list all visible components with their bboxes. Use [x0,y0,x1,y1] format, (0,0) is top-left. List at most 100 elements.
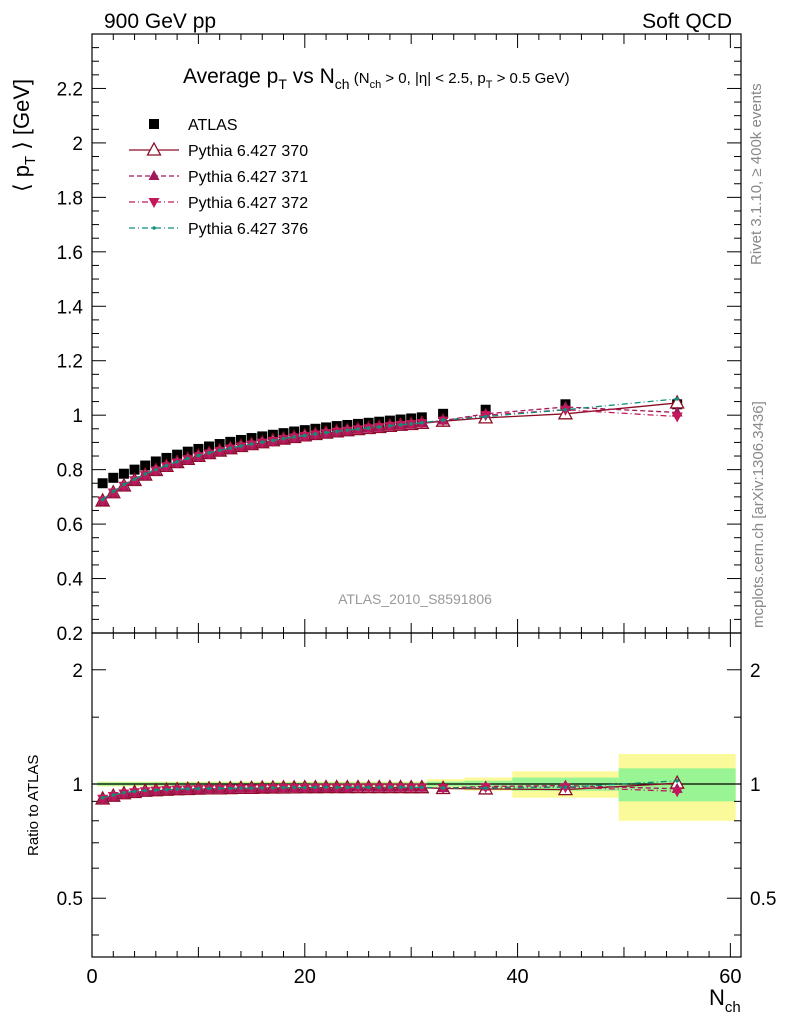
legend-entry: ATLAS [149,117,238,134]
ratio-data-point [366,785,371,790]
data-point [292,435,296,439]
data-point [164,463,169,468]
series-pythia-6-427-376 [100,397,679,800]
y-tick-label: 2.2 [57,79,83,100]
x-tick-label: 60 [719,966,741,988]
legend-marker [149,119,159,129]
analysis-watermark: ATLAS_2010_S8591806 [338,591,492,607]
data-point [671,412,683,423]
legend-marker [148,198,160,208]
ratio-data-point [143,788,147,793]
ratio-data-point [260,785,265,790]
ratio-data-point [334,785,339,790]
data-point [107,488,119,499]
ratio-data-point [132,789,137,794]
data-point [324,430,328,435]
ratio-y-tick-label: 2 [750,661,761,682]
ratio-data-point [249,786,254,790]
series-line [102,398,678,501]
series-atlas [97,399,683,489]
ratio-data-point [100,795,105,800]
ratio-y-tick-label: 2 [72,661,83,682]
data-point [143,472,147,476]
y-tick-label: 1 [72,406,83,427]
y-tick-label: 0.4 [57,570,84,591]
ratio-data-point [441,786,445,790]
legend-entry: Pythia 6.427 370 [129,141,308,160]
ratio-data-point [228,786,233,791]
data-point [122,482,126,487]
data-series [95,394,685,805]
data-point [118,468,129,479]
ratio-y-tick-label: 0.5 [57,889,83,910]
ratio-data-point [324,785,328,790]
data-point [249,442,254,446]
data-point [182,455,194,466]
ratio-data-point [420,785,424,790]
ratio-data-point [271,785,275,790]
data-point [302,433,307,438]
x-axis-label: Nch [709,985,741,1016]
data-point [563,407,568,412]
data-point [161,452,172,463]
ratio-data-point [175,787,179,791]
ratio-data-point [122,790,126,795]
legend-label: Pythia 6.427 376 [188,221,308,238]
ratio-data-point [139,787,151,798]
ratio-data-point [118,789,130,800]
data-point [313,432,318,436]
ratio-data-point [207,786,211,791]
data-point [334,429,339,434]
axes-frames: 0 20 40 60 0.2 0.4 0.6 0.8 1 1.2 1.4 1.6 1.8 2 2.2 0.5 0… [57,33,776,988]
legend-label: Pythia 6.427 372 [188,195,308,212]
data-point [129,464,140,475]
data-point [420,421,424,425]
ratio-data-point [217,786,222,791]
data-point [441,418,445,422]
legend-marker [152,226,156,230]
y-tick-label: 0.2 [57,624,83,645]
ratio-data-point [409,785,413,790]
data-point [97,496,109,507]
legend-entry: Pythia 6.427 371 [129,169,308,186]
ratio-data-point [388,785,392,790]
ratio-y-tick-label: 0.5 [750,889,776,910]
data-point [171,458,183,469]
legend-marker [148,170,160,180]
ratio-data-point [671,787,683,798]
y-tick-label: 1.6 [57,243,83,264]
ratio-data-point [154,788,158,792]
data-point [196,453,201,458]
data-point [483,414,488,419]
ratio-y-tick-label: 1 [750,775,761,796]
ratio-data-point [398,785,403,790]
rivet-version-label: Rivet 3.1.10, ≥ 400k events [748,83,765,265]
data-point [175,459,179,464]
y-tick-label: 0.8 [57,461,83,482]
x-tick-label: 40 [506,966,528,988]
data-point [675,397,679,401]
data-point [154,467,158,472]
ratio-series-line [102,780,678,799]
ratio-data-point [164,787,169,792]
ratio-data-point [675,779,679,783]
legend-label: Pythia 6.427 370 [188,143,308,160]
data-point [228,446,233,450]
data-point [377,425,382,429]
data-point [118,481,130,492]
data-point [260,440,265,444]
data-point [281,436,286,441]
ratio-data-point [356,785,360,790]
ratio-data-point [345,785,350,790]
plot-title: Average pT vs Nch (Nch > 0, |η| < 2.5, p… [183,65,570,92]
header-left-label: 900 GeV pp [104,10,216,33]
mcplots-label: mcplots.cern.ch [arXiv:1306.3436] [750,401,767,628]
ratio-data-point [302,785,307,790]
y-tick-label: 1.2 [57,352,83,373]
ratio-y-tick-label: 1 [72,775,83,796]
y-tick-label: 1.4 [57,297,84,318]
ratio-data-point [377,785,382,790]
data-point [129,476,141,487]
legend-marker [146,141,162,156]
